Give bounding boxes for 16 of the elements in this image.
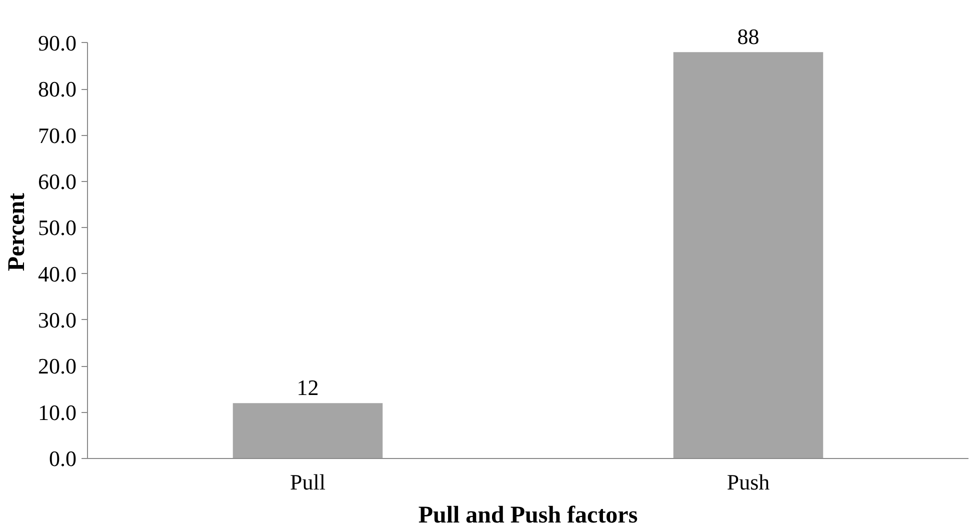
y-tick-label: 80.0	[38, 76, 76, 102]
data-label: 88	[737, 24, 760, 50]
y-tick-label: 30.0	[38, 307, 76, 332]
x-tick-label: Pull	[290, 470, 326, 494]
data-label: 12	[296, 375, 319, 400]
y-tick-label: 10.0	[38, 400, 76, 425]
x-tick-label: Push	[726, 470, 770, 494]
y-tick-label: 20.0	[38, 354, 76, 379]
y-tick-label: 70.0	[38, 122, 76, 148]
y-tick-label: 60.0	[38, 168, 76, 194]
y-tick-label: 90.0	[38, 30, 76, 56]
x-axis-title: Pull and Push factors	[418, 502, 638, 528]
y-tick-label: 0.0	[49, 446, 76, 471]
y-tick-label: 50.0	[38, 215, 76, 240]
y-axis-title: Percent	[4, 192, 30, 272]
y-tick-label: 40.0	[38, 261, 76, 286]
